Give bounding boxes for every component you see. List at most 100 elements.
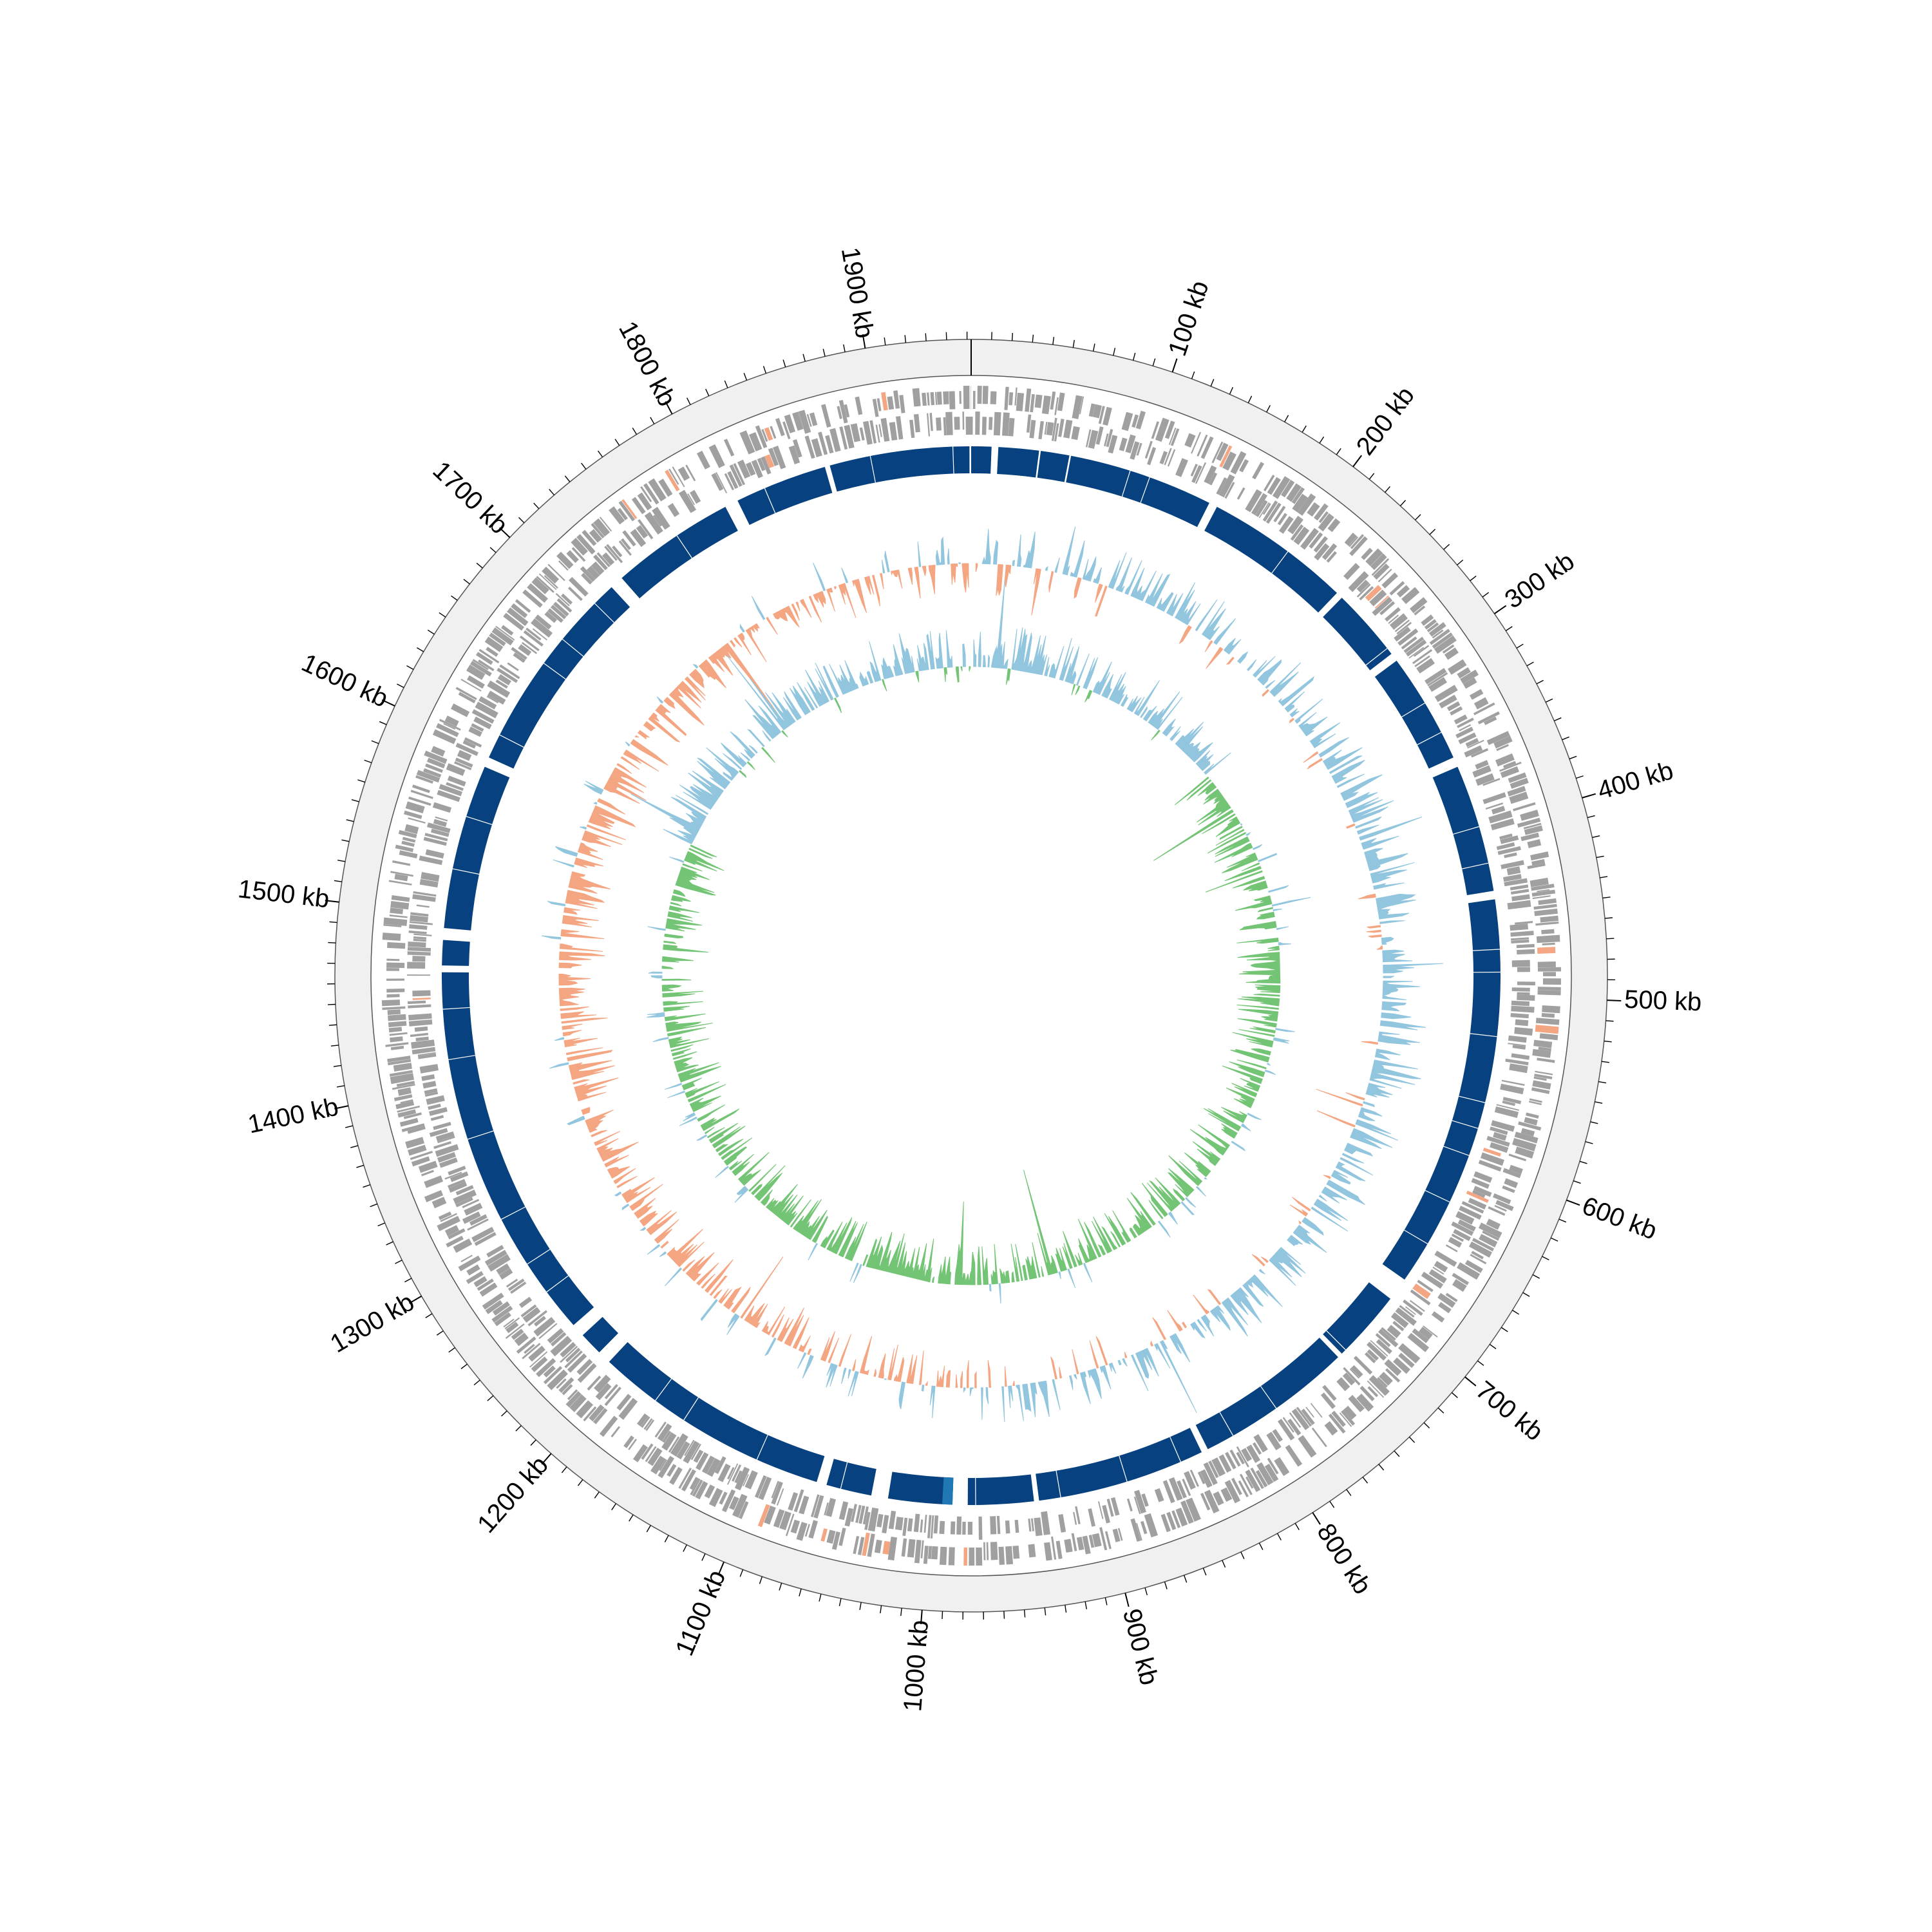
feature	[1511, 960, 1530, 967]
feature	[1537, 961, 1556, 968]
feature	[424, 1088, 438, 1095]
feature	[1353, 1356, 1373, 1375]
feature	[996, 1515, 1001, 1535]
feature	[485, 1300, 503, 1314]
feature	[913, 413, 920, 433]
feature	[654, 1421, 667, 1438]
minor-tick	[1429, 529, 1436, 535]
minor-tick	[337, 860, 346, 862]
minor-tick	[1011, 333, 1014, 341]
feature	[499, 1268, 513, 1280]
feature	[1514, 920, 1533, 925]
feature	[424, 1190, 444, 1202]
feature	[887, 396, 895, 410]
feature	[1530, 877, 1549, 887]
feature	[977, 386, 982, 404]
feature	[804, 435, 815, 459]
feature	[1213, 1491, 1224, 1506]
feature	[1482, 792, 1506, 804]
feature	[486, 1245, 504, 1258]
feature	[425, 849, 444, 859]
feature	[681, 1469, 696, 1492]
feature	[1445, 1293, 1458, 1303]
feature	[792, 439, 802, 458]
minor-tick	[819, 1593, 822, 1602]
feature	[880, 418, 890, 442]
feature	[589, 529, 602, 543]
feature	[1528, 1101, 1542, 1106]
feature	[1350, 534, 1365, 549]
feature	[1372, 596, 1393, 616]
feature	[1028, 1544, 1036, 1558]
feature	[1200, 436, 1214, 459]
feature	[1446, 701, 1461, 712]
feature	[1310, 1403, 1323, 1418]
minor-tick	[1501, 1327, 1508, 1332]
feature	[531, 577, 549, 594]
feature	[447, 775, 466, 787]
major-tick	[665, 401, 673, 415]
minor-tick	[942, 1611, 943, 1620]
feature	[474, 1232, 497, 1246]
block-separator	[499, 734, 524, 748]
feature	[990, 1516, 997, 1535]
feature	[784, 414, 796, 433]
feature	[1493, 1132, 1507, 1141]
feature	[1517, 992, 1530, 996]
feature	[457, 750, 472, 761]
feature	[764, 454, 775, 469]
gc-content-track	[542, 526, 1443, 1422]
feature	[529, 1351, 548, 1368]
feature	[604, 1387, 621, 1406]
feature	[978, 1516, 983, 1540]
minor-tick	[336, 1085, 345, 1088]
feature	[1424, 619, 1437, 630]
minor-tick	[762, 366, 767, 374]
feature	[511, 1329, 524, 1340]
feature	[1064, 1539, 1073, 1553]
feature	[553, 601, 569, 617]
feature	[907, 1518, 913, 1532]
feature	[820, 1528, 828, 1542]
feature	[1264, 1463, 1279, 1482]
minor-tick	[1336, 448, 1341, 455]
minor-tick	[439, 612, 446, 618]
feature	[1378, 1329, 1399, 1348]
minor-tick	[1587, 815, 1595, 819]
feature	[1484, 716, 1497, 725]
minor-tick	[341, 839, 350, 842]
feature	[998, 1546, 1005, 1565]
feature	[1038, 421, 1045, 440]
feature	[1398, 1352, 1415, 1368]
feature	[1473, 1171, 1493, 1183]
feature	[1466, 1190, 1489, 1203]
feature	[901, 1538, 907, 1557]
tick-label: 700 kb	[1470, 1376, 1548, 1446]
feature	[701, 1455, 715, 1474]
feature	[1314, 503, 1329, 521]
feature	[393, 1094, 413, 1101]
feature	[684, 1439, 695, 1456]
feature	[405, 801, 425, 813]
feature	[1493, 735, 1513, 749]
feature	[811, 1494, 820, 1517]
minor-tick	[1132, 352, 1136, 361]
feature	[1397, 628, 1419, 646]
minor-tick	[1362, 1477, 1368, 1484]
feature	[390, 1036, 403, 1043]
tick-label: 500 kb	[1624, 985, 1702, 1017]
feature	[818, 431, 828, 455]
feature	[1520, 832, 1540, 842]
minor-tick	[1600, 876, 1608, 878]
feature	[745, 462, 756, 477]
feature	[531, 1356, 548, 1372]
feature	[1473, 1186, 1492, 1197]
feature	[1501, 860, 1524, 869]
feature	[618, 1397, 638, 1420]
feature	[667, 1464, 677, 1477]
feature	[1517, 949, 1535, 955]
feature	[715, 472, 728, 494]
feature	[1470, 748, 1489, 758]
feature	[770, 426, 777, 439]
feature	[467, 675, 485, 689]
